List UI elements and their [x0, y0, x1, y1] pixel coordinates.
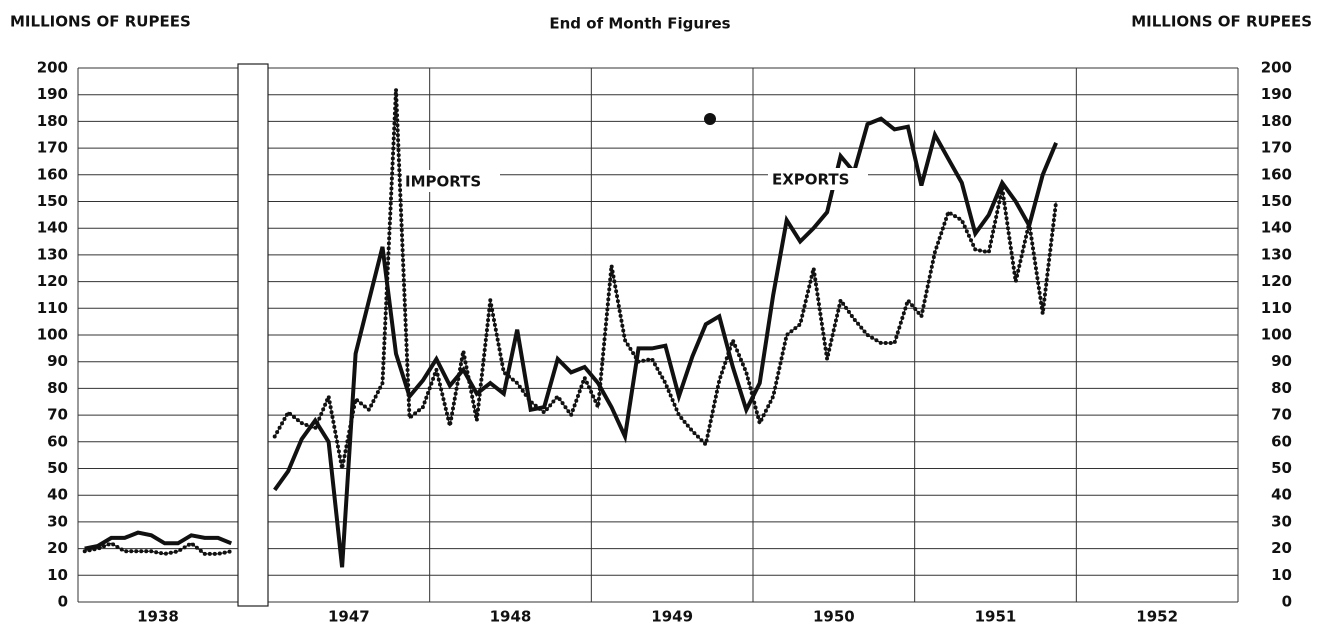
y-tick-label: 110: [37, 299, 68, 317]
y2-tick-label: 70: [1271, 406, 1292, 424]
x-tick-label: 1947: [328, 608, 370, 626]
annotation: EXPORTS: [772, 171, 849, 189]
y-tick-label: 160: [37, 165, 68, 183]
y2-tick-label: 30: [1271, 512, 1292, 530]
y-tick-label: 0: [58, 593, 68, 611]
label-bg: [768, 168, 868, 190]
y-tick-label: 50: [47, 459, 68, 477]
y-tick-label: 30: [47, 512, 68, 530]
imports-line: [274, 89, 1057, 469]
y-tick-label: 130: [37, 245, 68, 263]
exports-line: [273, 116, 1058, 568]
y2-tick-label: 140: [1261, 219, 1292, 237]
y2-tick-label: 180: [1261, 112, 1292, 130]
y2-tick-label: 200: [1261, 59, 1292, 77]
y2-tick-label: 150: [1261, 192, 1292, 210]
y-tick-label: 20: [47, 539, 68, 557]
y-tick-label: 90: [47, 352, 68, 370]
y-tick-label: 60: [47, 432, 68, 450]
y-tick-label: 170: [37, 139, 68, 157]
chart-title: End of Month Figures: [549, 15, 730, 33]
y2-tick-label: 120: [1261, 272, 1292, 290]
y-axis-label: MILLIONS OF RUPEES: [10, 13, 191, 31]
y2-tick-label: 80: [1271, 379, 1292, 397]
y-tick-label: 70: [47, 406, 68, 424]
y-tick-label: 180: [37, 112, 68, 130]
x-tick-label: 1949: [651, 608, 693, 626]
y2-tick-label: 160: [1261, 165, 1292, 183]
y-tick-label: 150: [37, 192, 68, 210]
y2-tick-label: 130: [1261, 245, 1292, 263]
y2-tick-label: 50: [1271, 459, 1292, 477]
y2-tick-label: 60: [1271, 432, 1292, 450]
y2-tick-label: 0: [1282, 593, 1292, 611]
y2-tick-label: 40: [1271, 486, 1292, 504]
x-tick-label: 1951: [975, 608, 1017, 626]
y2-tick-label: 190: [1261, 85, 1292, 103]
imports-dots: [272, 89, 1059, 469]
imports-dots: [82, 540, 234, 556]
y2-tick-label: 110: [1261, 299, 1292, 317]
x-tick-label: 1938: [137, 608, 179, 626]
y2-tick-label: 10: [1271, 566, 1292, 584]
y-tick-label: 80: [47, 379, 68, 397]
y-tick-label: 40: [47, 486, 68, 504]
y-tick-label: 140: [37, 219, 68, 237]
exports-line: [84, 530, 233, 551]
y-tick-label: 10: [47, 566, 68, 584]
label-bg: [402, 170, 500, 192]
y-tick-label: 100: [37, 326, 68, 344]
y-tick-label: 190: [37, 85, 68, 103]
y2-tick-label: 100: [1261, 326, 1292, 344]
marker-dot: [704, 113, 716, 125]
y2-tick-label: 90: [1271, 352, 1292, 370]
y2-axis-label: MILLIONS OF RUPEES: [1131, 13, 1312, 31]
y2-tick-label: 20: [1271, 539, 1292, 557]
x-tick-label: 1948: [490, 608, 532, 626]
annotation: IMPORTS: [405, 173, 481, 191]
y-tick-label: 200: [37, 59, 68, 77]
x-tick-label: 1952: [1136, 608, 1178, 626]
x-tick-label: 1950: [813, 608, 855, 626]
y-tick-label: 120: [37, 272, 68, 290]
axis-break: [237, 63, 269, 607]
y2-tick-label: 170: [1261, 139, 1292, 157]
